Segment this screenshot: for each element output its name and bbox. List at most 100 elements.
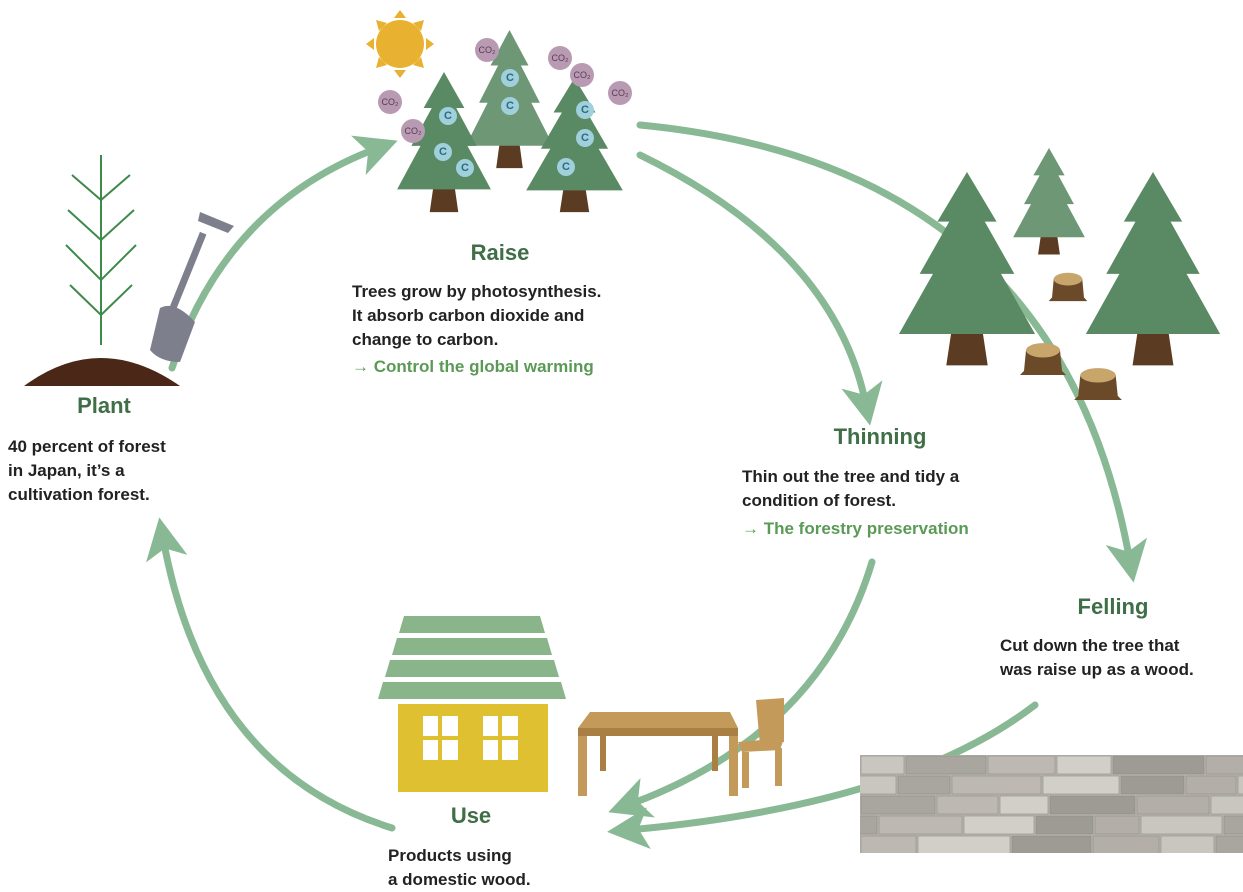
stage-description: was raise up as a wood. [999, 660, 1194, 679]
stage-description: Thin out the tree and tidy a [742, 467, 960, 486]
furniture-part [742, 752, 749, 788]
plant-illustration-part [24, 358, 180, 386]
stone-block [831, 816, 877, 834]
stone-block [952, 776, 1041, 794]
stage-description: change to carbon. [352, 330, 498, 349]
stone-block [937, 796, 998, 814]
stage-description: in Japan, it’s a [8, 461, 125, 480]
sun-part [426, 38, 434, 50]
felling-forest-part [1086, 172, 1220, 365]
stone-block [898, 776, 950, 794]
stone-block [1216, 836, 1243, 854]
felling-forest-part [1020, 343, 1066, 375]
stone-block [1095, 816, 1139, 834]
stone-block [988, 756, 1055, 774]
stage-note: → Control the global warming [352, 357, 594, 376]
stone-block [879, 816, 962, 834]
stage-description: Cut down the tree that [1000, 636, 1180, 655]
stage-title: Thinning [834, 424, 927, 449]
carbon-label: C [581, 104, 589, 116]
house-part [385, 660, 559, 677]
co2-label: CO₂ [479, 45, 497, 55]
stone-block [1050, 796, 1135, 814]
house-part [378, 682, 566, 699]
co2-label: CO₂ [612, 88, 630, 98]
page: CCCCCCCC CO₂CO₂CO₂CO₂CO₂CO₂ RaiseTrees g… [0, 0, 1243, 892]
furniture-part [600, 736, 606, 771]
stage-description: cultivation forest. [8, 485, 150, 504]
raise-trees [397, 30, 623, 212]
plant-illustration-part [150, 212, 234, 362]
stone-block [1093, 836, 1159, 854]
co2-label: CO₂ [574, 70, 592, 80]
co2-label: CO₂ [405, 126, 423, 136]
stone-block [1186, 776, 1236, 794]
stone-block [1000, 796, 1048, 814]
sun-part [394, 70, 406, 78]
sun [366, 10, 434, 78]
furniture-part [578, 712, 738, 728]
stone-block [1057, 756, 1111, 774]
stage-description: a domestic wood. [388, 870, 531, 889]
stage-description: Products using [388, 846, 512, 865]
stone-wall [831, 755, 1243, 854]
stone-block [1206, 756, 1243, 774]
house-part [399, 616, 545, 633]
cycle-arrows-part [628, 562, 872, 805]
plant-illustration-part [66, 155, 136, 345]
stone-block [1224, 816, 1243, 834]
stone-block [1043, 776, 1119, 794]
furniture-part [578, 736, 587, 796]
stage-description: condition of forest. [742, 491, 896, 510]
cycle-arrows-part [172, 148, 378, 368]
furniture-part [729, 736, 738, 796]
stage-description: Trees grow by photosynthesis. [352, 282, 601, 301]
co2-label: CO₂ [382, 97, 400, 107]
stage-title: Raise [471, 240, 530, 265]
sun-part [366, 38, 374, 50]
stone-block [861, 756, 904, 774]
stone-block [1238, 776, 1243, 794]
plant-illustration-part-part [198, 212, 234, 233]
carbon-label: C [461, 162, 469, 174]
felling-forest [899, 148, 1220, 400]
furniture-part [578, 728, 738, 736]
furniture-part [712, 736, 718, 771]
felling-forest-part [1049, 273, 1088, 301]
diagram: CCCCCCCC CO₂CO₂CO₂CO₂CO₂CO₂ RaiseTrees g… [0, 0, 1243, 892]
stone-block [906, 756, 986, 774]
carbon-label: C [444, 110, 452, 122]
house [378, 616, 566, 792]
stage-description: 40 percent of forest [8, 437, 166, 456]
felling-forest-part [899, 172, 1035, 365]
felling-forest-part [1013, 148, 1085, 255]
stone-block [1012, 836, 1091, 854]
carbon-label: C [562, 161, 570, 173]
sun-part [394, 10, 406, 18]
carbon-label: C [506, 100, 514, 112]
stone-block [1141, 816, 1222, 834]
felling-forest-part [1074, 368, 1122, 400]
cycle-arrows-part [640, 155, 866, 405]
stone-block [861, 796, 935, 814]
stone-block [1161, 836, 1214, 854]
house-part [398, 704, 548, 792]
stone-block [861, 836, 916, 854]
stage-title: Felling [1078, 594, 1149, 619]
co2-label: CO₂ [552, 53, 570, 63]
plant-illustration [24, 155, 234, 386]
furniture-part [775, 748, 782, 786]
carbon-label: C [581, 132, 589, 144]
stone-block [1211, 796, 1243, 814]
stone-block [964, 816, 1034, 834]
stone-block [1121, 776, 1184, 794]
stone-block [1137, 796, 1209, 814]
carbon-label: C [439, 146, 447, 158]
stone-block [1036, 816, 1093, 834]
house-part [392, 638, 552, 655]
sun-part [376, 20, 424, 68]
stage-note: → The forestry preservation [742, 519, 969, 538]
stage-title: Plant [77, 393, 131, 418]
stone-block [1113, 756, 1204, 774]
stone-block [918, 836, 1010, 854]
